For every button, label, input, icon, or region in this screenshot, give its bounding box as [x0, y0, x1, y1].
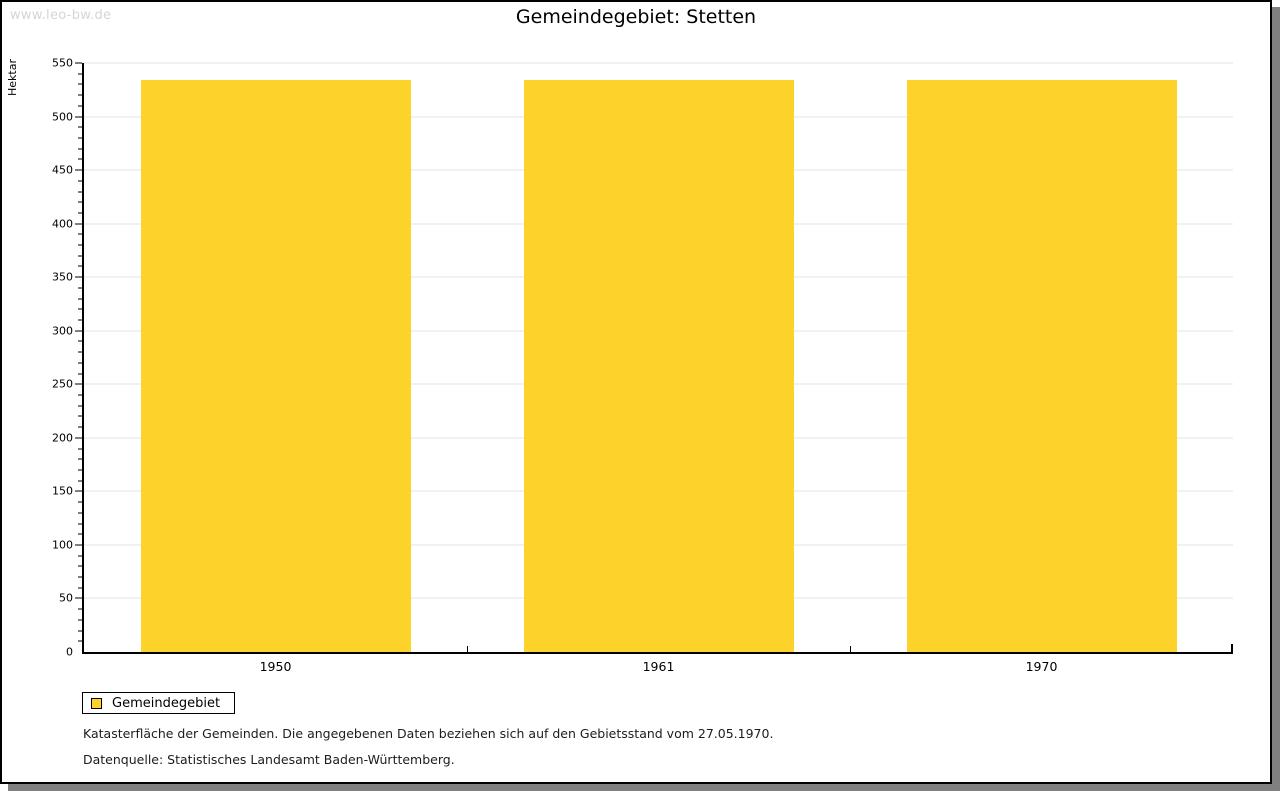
y-axis-tick-340 — [78, 287, 82, 289]
x-axis-label-1970: 1970 — [1025, 659, 1058, 674]
y-axis-tick-490 — [78, 126, 82, 128]
y-axis-label-350: 350 — [52, 270, 73, 284]
category-boundary-tick-2 — [850, 646, 851, 652]
y-axis-tick-530 — [78, 83, 82, 85]
y-axis-tick-410 — [78, 212, 82, 214]
y-axis-label-100: 100 — [52, 538, 73, 552]
chart-title: Gemeindegebiet: Stetten — [515, 6, 757, 28]
y-axis-tick-480 — [78, 137, 82, 139]
y-axis-tick-360 — [78, 265, 82, 267]
y-axis-label-550: 550 — [52, 56, 73, 70]
footnote-description: Katasterfläche der Gemeinden. Die angege… — [83, 726, 774, 741]
y-axis-tick-50 — [75, 597, 82, 599]
y-axis-tick-140 — [78, 501, 82, 503]
bar-1950 — [140, 80, 411, 652]
y-axis-tick-230 — [78, 405, 82, 407]
y-axis-tick-80 — [78, 565, 82, 567]
y-axis-tick-510 — [78, 105, 82, 107]
y-axis-tick-120 — [78, 523, 82, 524]
y-axis-tick-220 — [78, 415, 82, 417]
y-axis-tick-180 — [78, 458, 82, 460]
y-axis-tick-60 — [78, 587, 82, 589]
y-axis-tick-210 — [78, 426, 82, 428]
y-axis-tick-90 — [78, 555, 82, 557]
y-axis-label-200: 200 — [52, 431, 73, 445]
legend-swatch-icon — [91, 697, 102, 709]
y-axis-tick-70 — [78, 576, 82, 578]
legend: Gemeindegebiet — [82, 692, 236, 714]
x-axis-label-1950: 1950 — [259, 659, 292, 674]
y-axis-label-400: 400 — [52, 217, 73, 231]
y-axis-tick-290 — [78, 340, 82, 342]
y-axis-label-0: 0 — [66, 645, 73, 659]
x-axis-label-1961: 1961 — [642, 659, 675, 674]
y-axis-tick-520 — [78, 94, 82, 96]
y-axis-tick-390 — [78, 233, 82, 235]
y-axis-tick-380 — [78, 244, 82, 246]
y-axis-tick-350 — [75, 276, 82, 278]
y-axis-tick-30 — [78, 619, 82, 621]
y-axis-tick-160 — [78, 480, 82, 482]
y-axis-tick-170 — [78, 469, 82, 471]
gridline-550 — [84, 62, 1233, 64]
y-axis-tick-10 — [78, 640, 82, 642]
y-axis-tick-130 — [78, 512, 82, 514]
y-axis-tick-150 — [75, 490, 82, 492]
bar-1961 — [523, 80, 794, 652]
y-axis-tick-440 — [78, 180, 82, 182]
x-axis-end-tick — [1231, 644, 1233, 652]
category-boundary-tick-1 — [467, 646, 468, 652]
y-axis-tick-310 — [78, 319, 82, 321]
y-axis-label-150: 150 — [52, 484, 73, 498]
watermark: www.leo-bw.de — [10, 8, 112, 23]
y-axis-tick-270 — [78, 362, 82, 364]
y-axis-tick-330 — [78, 298, 82, 300]
y-axis-tick-370 — [78, 255, 82, 257]
y-axis-tick-540 — [78, 73, 82, 75]
y-axis-tick-280 — [78, 351, 82, 353]
y-axis-tick-450 — [75, 169, 82, 171]
y-axis-tick-400 — [75, 223, 82, 225]
bar-1970 — [906, 80, 1177, 652]
y-axis-tick-110 — [78, 533, 82, 535]
y-axis-tick-260 — [78, 373, 82, 375]
legend-label: Gemeindegebiet — [112, 695, 221, 711]
plot-area: 0 50 100 150 200 250 300 350 400 450 500 550 1950 196… — [52, 57, 1233, 674]
y-axis-tick-420 — [78, 201, 82, 203]
y-axis-label-50: 50 — [59, 591, 73, 605]
y-axis-tick-470 — [78, 148, 82, 150]
y-axis-label-300: 300 — [52, 324, 73, 338]
footnote-source: Datenquelle: Statistisches Landesamt Bad… — [83, 752, 455, 767]
y-axis-tick-300 — [75, 330, 82, 332]
y-axis-tick-430 — [78, 191, 82, 193]
y-axis-tick-550 — [75, 62, 82, 64]
y-axis-tick-100 — [75, 544, 82, 546]
y-axis-title: Hektar — [6, 59, 19, 96]
y-axis-label-450: 450 — [52, 163, 73, 177]
y-axis-tick-460 — [78, 158, 82, 160]
y-axis-tick-320 — [78, 308, 82, 310]
y-axis-tick-200 — [75, 437, 82, 439]
y-axis-tick-250 — [75, 383, 82, 385]
y-axis-label-250: 250 — [52, 377, 73, 391]
y-axis-tick-40 — [78, 608, 82, 610]
y-axis-tick-190 — [78, 448, 82, 450]
y-axis-tick-500 — [75, 116, 82, 118]
y-axis-tick-20 — [78, 630, 82, 632]
y-axis-label-500: 500 — [52, 110, 73, 124]
y-axis-tick-240 — [78, 394, 82, 396]
